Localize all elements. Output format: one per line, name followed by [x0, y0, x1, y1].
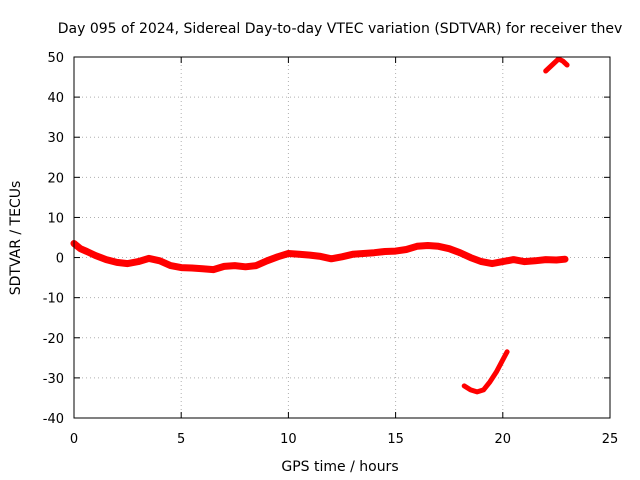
y-tick-labels: -40 -30 -20 -10 0 10 20 30 40 50 — [43, 51, 64, 427]
y-tick-label: 30 — [47, 131, 64, 146]
x-tick-label: 0 — [70, 432, 78, 447]
y-tick-label: -30 — [43, 372, 64, 387]
y-tick-label: 0 — [56, 252, 64, 267]
x-tick-label: 5 — [177, 432, 185, 447]
chart-title: Day 095 of 2024, Sidereal Day-to-day VTE… — [58, 21, 622, 37]
series-upper-arc — [543, 56, 570, 74]
series-lower-arc — [461, 349, 510, 395]
x-tick-labels: 0 5 10 15 20 25 — [70, 432, 618, 447]
x-tick-label: 25 — [602, 432, 619, 447]
tick-marks — [73, 56, 611, 419]
series-group — [70, 56, 570, 395]
series-main — [70, 240, 569, 274]
grid — [74, 57, 610, 418]
plot-frame — [73, 56, 611, 419]
y-tick-label: 10 — [47, 211, 64, 226]
y-axis-label: SDTVAR / TECUs — [8, 181, 24, 296]
x-tick-label: 10 — [280, 432, 297, 447]
x-tick-label: 20 — [495, 432, 512, 447]
y-tick-label: -10 — [43, 292, 64, 307]
y-tick-label: 20 — [47, 171, 64, 186]
y-tick-label: 50 — [47, 51, 64, 66]
y-tick-label: -20 — [43, 332, 64, 347]
y-tick-label: 40 — [47, 91, 64, 106]
x-axis-label: GPS time / hours — [281, 459, 398, 475]
y-tick-label: -40 — [43, 412, 64, 427]
x-tick-label: 15 — [387, 432, 404, 447]
